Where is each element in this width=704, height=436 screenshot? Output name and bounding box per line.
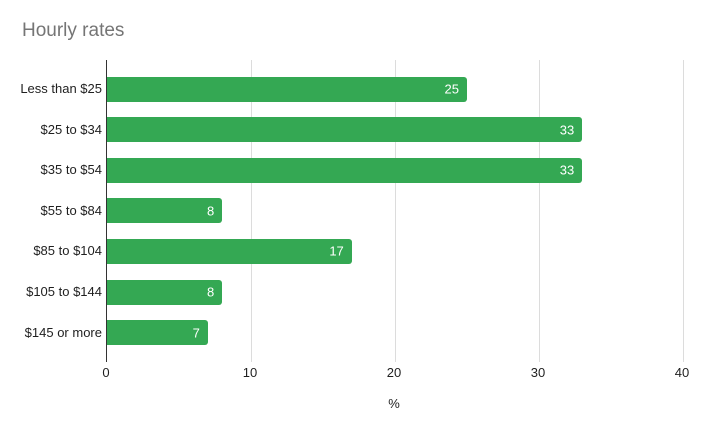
- bar-6: 7: [107, 320, 208, 346]
- bar-value-label: 8: [206, 203, 215, 219]
- gridline: [682, 60, 684, 362]
- category-label: $35 to $54: [40, 162, 102, 178]
- x-tick-label: 40: [674, 365, 690, 380]
- x-tick-label: 20: [386, 365, 402, 380]
- bar-value-label: 7: [192, 325, 200, 341]
- category-label: Less than $25: [20, 81, 102, 96]
- bar-value-label: 33: [559, 162, 575, 178]
- x-tick-label: 10: [242, 365, 258, 380]
- x-tick-label: 0: [102, 365, 110, 380]
- bar-0: 25: [107, 76, 467, 102]
- bar-value-label: 8: [206, 284, 215, 300]
- category-label: $145 or more: [24, 324, 102, 340]
- gridline: [394, 60, 396, 362]
- x-axis-title: %: [388, 396, 400, 411]
- bar-value-label: 25: [444, 81, 459, 97]
- bar-value-label: 17: [329, 243, 344, 259]
- category-label: $105 to $144: [26, 284, 102, 299]
- bar-5: 8: [107, 279, 223, 305]
- bar-value-label: 33: [559, 122, 575, 138]
- bar-1: 33: [107, 117, 583, 143]
- category-label: $55 to $84: [40, 202, 102, 218]
- category-label: $25 to $34: [40, 121, 102, 137]
- gridline: [538, 60, 540, 362]
- plot-area: 25 33 33 8 17 8 7: [106, 60, 684, 362]
- bar-4: 17: [107, 238, 352, 264]
- category-label: $85 to $104: [33, 243, 102, 259]
- bar-3: 8: [107, 198, 223, 224]
- category-axis: Less than $25 $25 to $34 $35 to $54 $55 to …: [0, 60, 102, 362]
- chart-title: Hourly rates: [22, 20, 125, 41]
- x-tick-label: 30: [530, 365, 546, 380]
- bar-2: 33: [107, 157, 583, 183]
- gridline: [250, 60, 252, 362]
